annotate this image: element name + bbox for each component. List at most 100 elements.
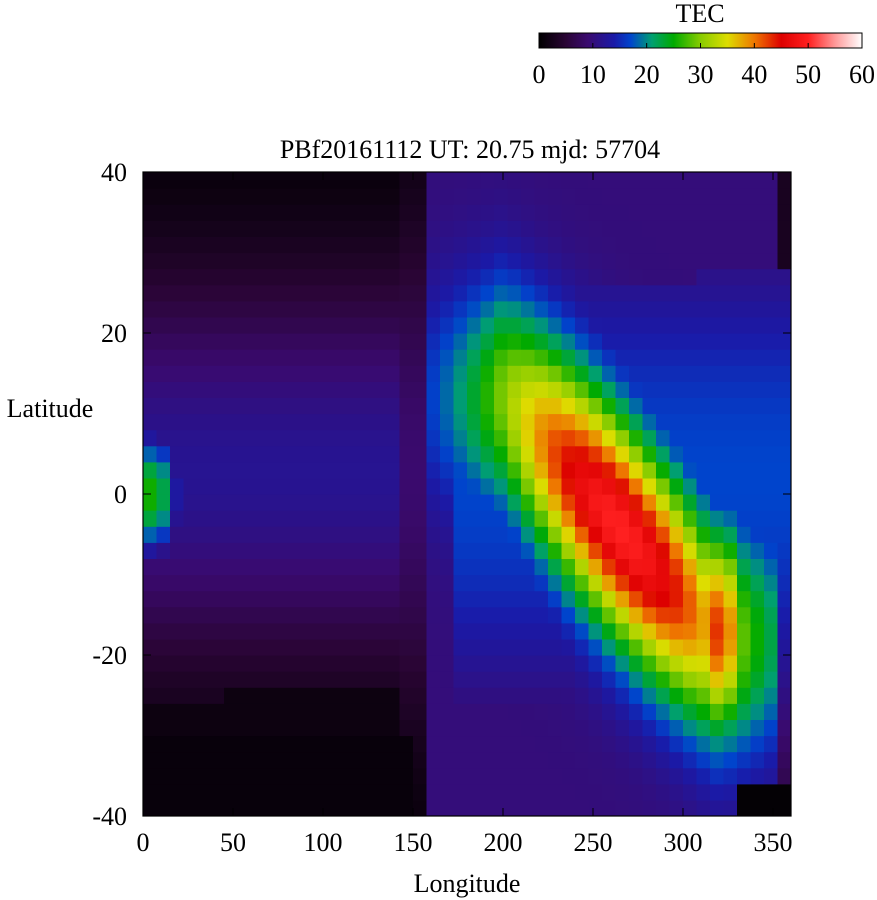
heatmap-cell <box>237 767 252 785</box>
heatmap-cell <box>183 526 198 543</box>
heatmap-cell <box>372 606 387 624</box>
heatmap-cell <box>669 751 684 769</box>
heatmap-cell <box>737 220 752 237</box>
heatmap-cell <box>561 558 576 576</box>
heatmap-cell <box>750 494 765 511</box>
heatmap-cell <box>170 188 185 205</box>
heatmap-cell <box>480 204 495 221</box>
heatmap-cell <box>575 751 590 769</box>
heatmap-cell <box>359 429 374 447</box>
heatmap-cell <box>602 381 617 398</box>
heatmap-cell <box>156 719 171 737</box>
heatmap-cell <box>521 735 536 753</box>
heatmap-cell <box>399 590 414 608</box>
heatmap-cell <box>561 671 576 688</box>
heatmap-cell <box>251 333 266 350</box>
heatmap-cell <box>413 558 428 576</box>
heatmap-cell <box>777 172 791 189</box>
heatmap-cell <box>764 268 779 286</box>
heatmap-cell <box>656 220 671 237</box>
heatmap-cell <box>507 767 522 785</box>
heatmap-cell <box>345 510 360 527</box>
heatmap-cell <box>359 413 374 431</box>
heatmap-cell <box>737 751 752 769</box>
heatmap-cell <box>602 767 617 785</box>
heatmap-cell <box>764 606 779 624</box>
heatmap-cell <box>494 477 509 495</box>
heatmap-cell <box>372 172 387 189</box>
heatmap-cell <box>440 461 455 479</box>
heatmap-cell <box>332 574 347 592</box>
heatmap-cell <box>359 655 374 672</box>
heatmap-cell <box>332 349 347 366</box>
heatmap-cell <box>561 638 576 656</box>
heatmap-cell <box>534 429 549 447</box>
heatmap-cell <box>156 284 171 302</box>
heatmap-cell <box>197 236 212 254</box>
heatmap-cell <box>183 703 198 720</box>
heatmap-cell <box>305 590 320 608</box>
heatmap-cell <box>156 510 171 527</box>
heatmap-cell <box>534 735 549 753</box>
heatmap-cell <box>426 751 441 769</box>
heatmap-cell <box>372 767 387 785</box>
heatmap-cell <box>237 751 252 769</box>
heatmap-cell <box>561 461 576 479</box>
heatmap-cell <box>696 655 711 672</box>
heatmap-cell <box>210 220 225 237</box>
heatmap-cell <box>224 300 239 318</box>
heatmap-cell <box>669 719 684 737</box>
heatmap-cell <box>629 204 644 221</box>
heatmap-cell <box>696 638 711 656</box>
heatmap-cell <box>453 687 468 704</box>
heatmap-cell <box>480 413 495 431</box>
heatmap-cell <box>764 687 779 704</box>
heatmap-cell <box>656 510 671 527</box>
heatmap-cell <box>575 204 590 221</box>
heatmap-cell <box>224 671 239 688</box>
heatmap-cell <box>507 268 522 286</box>
heatmap-cell <box>696 606 711 624</box>
heatmap-cell <box>696 413 711 431</box>
heatmap-cell <box>534 767 549 785</box>
heatmap-cell <box>710 574 725 592</box>
heatmap-cell <box>318 220 333 237</box>
heatmap-cell <box>710 300 725 318</box>
heatmap-cell <box>723 526 738 543</box>
heatmap-cell <box>467 268 482 286</box>
heatmap-cell <box>453 767 468 785</box>
heatmap-cell <box>386 638 401 656</box>
heatmap-cell <box>210 204 225 221</box>
heatmap-cell <box>372 671 387 688</box>
heatmap-cell <box>264 461 279 479</box>
heatmap-cell <box>143 349 158 366</box>
heatmap-cell <box>710 783 725 801</box>
heatmap-cell <box>534 381 549 398</box>
heatmap-cell <box>615 799 630 816</box>
heatmap-cell <box>210 333 225 350</box>
heatmap-cell <box>345 703 360 720</box>
heatmap-cell <box>332 638 347 656</box>
heatmap-cell <box>143 638 158 656</box>
heatmap-cell <box>237 268 252 286</box>
heatmap-cell <box>210 606 225 624</box>
heatmap-cell <box>602 252 617 270</box>
heatmap-cell <box>548 429 563 447</box>
heatmap-cell <box>386 542 401 559</box>
heatmap-cell <box>210 477 225 495</box>
heatmap-cell <box>197 349 212 366</box>
heatmap-cell <box>696 510 711 527</box>
heatmap-cell <box>737 252 752 270</box>
heatmap-cell <box>170 542 185 559</box>
heatmap-cell <box>156 606 171 624</box>
heatmap-cell <box>507 381 522 398</box>
heatmap-cell <box>777 687 791 704</box>
heatmap-cell <box>372 558 387 576</box>
heatmap-cell <box>453 316 468 334</box>
heatmap-cell <box>629 429 644 447</box>
heatmap-cell <box>534 574 549 592</box>
heatmap-cell <box>737 590 752 608</box>
heatmap-cell <box>710 526 725 543</box>
heatmap-cell <box>548 220 563 237</box>
heatmap-cell <box>629 445 644 463</box>
